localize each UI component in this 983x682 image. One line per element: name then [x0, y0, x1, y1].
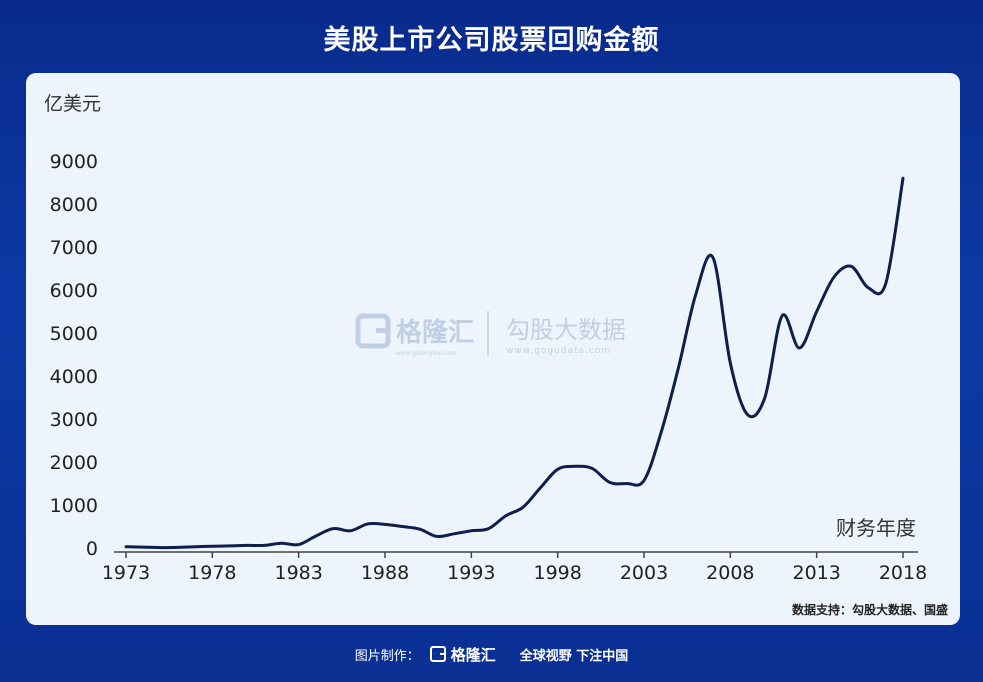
page-title: 美股上市公司股票回购金额: [323, 25, 660, 56]
x-tick-label: 1978: [188, 562, 236, 584]
watermark-brand1-url: www.gelonghui.com: [396, 350, 457, 357]
x-tick-label: 1993: [447, 562, 495, 584]
y-tick-label: 8000: [50, 194, 98, 216]
x-axis-label: 财务年度: [836, 516, 916, 540]
footer-slogan: 全球视野 下注中国: [519, 648, 629, 664]
y-tick-label: 6000: [50, 280, 98, 302]
watermark: 格隆汇 www.gelonghui.com 勾股大数据 www.gogudata…: [355, 311, 626, 357]
line-chart: 格隆汇 www.gelonghui.com 勾股大数据 www.gogudata…: [44, 93, 948, 617]
series-line: [124, 176, 905, 550]
watermark-brand2: 勾股大数据: [506, 316, 626, 344]
x-tick-label: 2013: [792, 562, 840, 584]
gelonghui-logo-icon: [355, 313, 391, 349]
y-tick-label: 5000: [50, 323, 98, 345]
x-tick-label: 1983: [274, 562, 322, 584]
y-tick-label: 1000: [50, 495, 98, 517]
y-tick-label: 4000: [50, 366, 98, 388]
gelonghui-logo-icon: [429, 646, 446, 662]
x-tick-label: 2008: [706, 562, 754, 584]
y-tick-label: 2000: [50, 452, 98, 474]
x-tick-label: 2018: [879, 562, 927, 584]
footer-brand: 格隆汇: [429, 644, 496, 665]
footer-brand-name: 格隆汇: [450, 645, 496, 664]
footer: 图片制作： 格隆汇 全球视野 下注中国: [0, 643, 983, 665]
y-axis-ticks: 0 1000 2000 3000 4000 5000 6000 7000 8000 9000: [50, 151, 98, 560]
source-note: 数据支持：勾股大数据、国盛: [792, 602, 948, 617]
x-tick-label: 2003: [620, 562, 668, 584]
y-tick-label: 7000: [50, 237, 98, 259]
watermark-brand1: 格隆汇: [396, 317, 474, 348]
y-tick-label: 3000: [50, 409, 98, 431]
made-by-label: 图片制作：: [354, 648, 420, 664]
y-tick-label: 0: [86, 538, 98, 560]
y-axis-unit: 亿美元: [44, 93, 101, 115]
x-axis-ticks: 1973 1978 1983 1988 1993 1998 2003 2008 2013 2018: [102, 552, 927, 584]
chart-card: 格隆汇 www.gelonghui.com 勾股大数据 www.gogudata…: [26, 73, 960, 625]
x-tick-label: 1988: [361, 562, 409, 584]
y-tick-label: 9000: [50, 151, 98, 173]
x-tick-label: 1973: [102, 562, 150, 584]
x-tick-label: 1998: [533, 562, 581, 584]
data-points: [125, 178, 904, 548]
watermark-brand2-url: www.gogudata.com: [506, 346, 611, 356]
